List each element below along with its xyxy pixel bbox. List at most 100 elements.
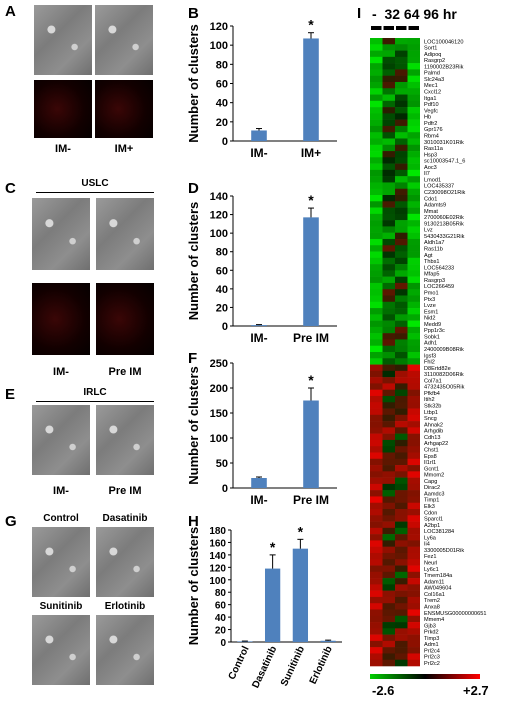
y-tick-label: 0 <box>222 136 228 148</box>
gene-label: Trem2 <box>424 598 440 604</box>
heatmap-cell <box>382 408 395 416</box>
gene-label: Slc24a3 <box>424 77 444 83</box>
panel-letter-d: D <box>188 180 199 197</box>
heatmap-cell <box>370 559 383 566</box>
heatmap-cell <box>407 226 420 233</box>
heatmap-cell <box>407 458 420 466</box>
gene-label: Prl2c2 <box>424 661 440 667</box>
heatmap-cell <box>407 552 420 560</box>
heatmap-cell <box>407 276 420 284</box>
x-tick-label: Sunitinib <box>279 645 307 688</box>
heatmap-cell <box>395 584 408 591</box>
heatmap-cell <box>395 38 408 45</box>
gene-label: Rasgrp3 <box>424 278 445 284</box>
y-tick-label: 0 <box>222 483 228 495</box>
heatmap-cell <box>407 301 420 309</box>
heatmap-cell <box>395 559 408 566</box>
heatmap-cell <box>370 56 383 64</box>
heatmap-cell <box>407 352 420 359</box>
heatmap-cell <box>382 195 395 202</box>
heatmap-cell <box>395 596 408 604</box>
micrograph-c-phase-im-minus <box>32 198 90 270</box>
heatmap-cell <box>407 345 420 353</box>
heatmap-cell <box>407 138 420 146</box>
heatmap-cell <box>407 169 420 177</box>
heatmap-cell <box>382 565 395 573</box>
significance-star: * <box>308 18 314 33</box>
heatmap-cell <box>382 571 395 579</box>
heatmap-cell <box>407 615 420 623</box>
heatmap-cell <box>407 100 420 108</box>
gene-label: D8Ertd82e <box>424 366 451 372</box>
x-tick-label: Pre IM <box>293 331 329 345</box>
heatmap-cell <box>395 352 408 359</box>
micrograph-e-phase-pre-im <box>96 405 154 475</box>
heatmap-cell <box>382 326 395 334</box>
heatmap-cell <box>395 276 408 284</box>
gene-label: Tmem184a <box>424 573 453 579</box>
y-tick-label: 100 <box>210 40 228 52</box>
gene-label: LOC100046120 <box>424 39 464 45</box>
heatmap-cell <box>407 383 420 390</box>
heatmap-cell <box>395 289 408 296</box>
y-tick-label: 80 <box>216 59 228 71</box>
heatmap-cell <box>382 38 395 45</box>
heatmap-cell <box>395 44 408 51</box>
heatmap-cell <box>407 320 420 328</box>
heatmap-cell <box>382 213 395 221</box>
heatmap-cell <box>407 496 420 504</box>
heatmap-cell <box>370 257 383 265</box>
heatmap-cell <box>395 477 408 485</box>
gene-label: Ii4 <box>424 542 430 548</box>
x-tick-label: IM- <box>250 493 267 507</box>
heatmap-cell <box>370 245 383 252</box>
heatmap-cell <box>370 100 383 108</box>
heatmap-cell <box>395 151 408 158</box>
bar-chart-d: 0 20 40 60 80 100 120 140 Number of clusters IM- *… <box>186 191 337 345</box>
heatmap-cell <box>395 534 408 541</box>
heatmap-cell <box>382 176 395 183</box>
y-axis-label: Number of clusters <box>186 527 201 645</box>
heatmap-cell <box>382 226 395 233</box>
heatmap-cell <box>370 314 383 321</box>
bar <box>251 130 267 141</box>
heatmap-cell <box>382 289 395 296</box>
heatmap-cell <box>382 207 395 215</box>
gene-label: LOC564233 <box>424 265 454 271</box>
gene-label: Sncg <box>424 416 437 422</box>
heatmap-cell <box>382 138 395 146</box>
y-axis-label: Number of clusters <box>186 24 201 142</box>
heatmap-cell <box>370 81 383 89</box>
heatmap-cell <box>395 182 408 190</box>
gene-label: 3110082D06Rik <box>424 372 464 378</box>
heatmap-cell <box>370 527 383 535</box>
heatmap-cell <box>395 119 408 127</box>
heatmap-cell <box>407 289 420 296</box>
heatmap-cell <box>382 125 395 133</box>
heatmap-cell <box>407 521 420 529</box>
heatmap-cell <box>370 169 383 177</box>
heatmap-cell <box>370 195 383 202</box>
heatmap-cell <box>407 132 420 139</box>
heatmap-cell <box>370 490 383 497</box>
gene-label: ENSMUSG00000000651 <box>424 611 487 617</box>
heatmap-cell <box>407 238 420 246</box>
column-header-bar <box>383 26 394 30</box>
y-tick-label: 150 <box>210 408 228 420</box>
gene-label: Il1rl1 <box>424 460 436 466</box>
gene-label: Sparcl1 <box>424 517 443 523</box>
y-tick-label: 140 <box>210 191 228 203</box>
heatmap-cell <box>407 364 420 372</box>
heatmap-cell <box>407 44 420 51</box>
heatmap-cell <box>395 339 408 347</box>
heatmap-cell <box>395 314 408 321</box>
heatmap-cell <box>370 389 383 397</box>
heatmap-cell <box>370 163 383 171</box>
heatmap-cell <box>370 94 383 102</box>
heatmap-cell <box>382 113 395 120</box>
heatmap-cell <box>382 534 395 541</box>
heatmap-cell <box>370 308 383 315</box>
heatmap-cell <box>382 182 395 190</box>
label-e-im-minus: IM- <box>53 485 69 497</box>
heatmap-cell <box>407 590 420 598</box>
